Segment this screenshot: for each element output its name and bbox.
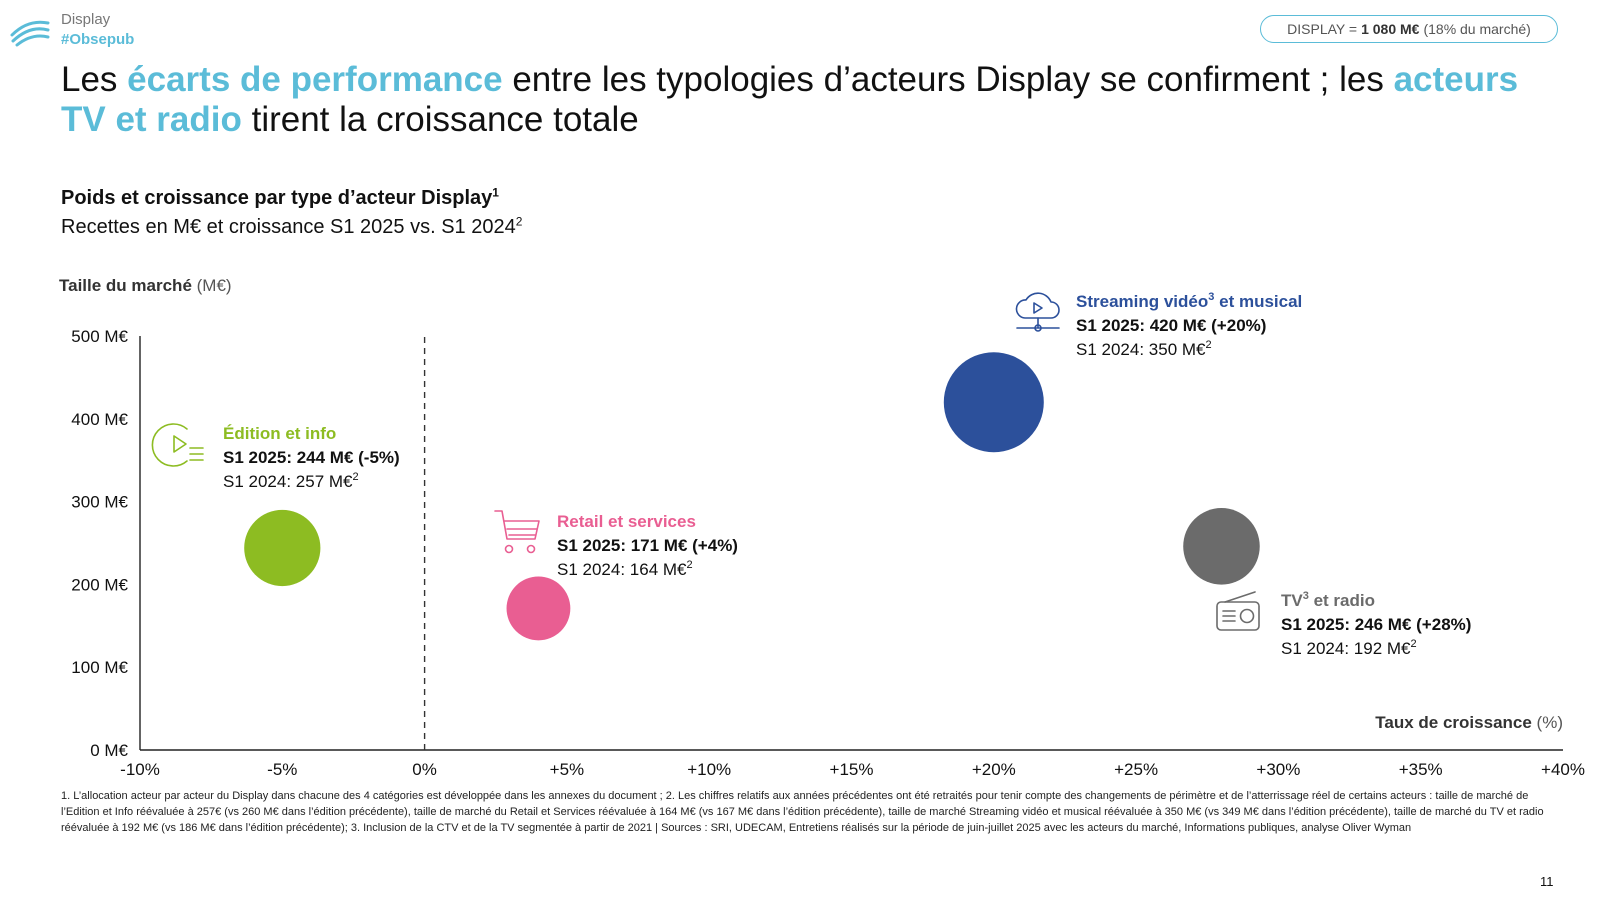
icon-stroke xyxy=(526,544,536,554)
y-tick-label: 0 M€ xyxy=(90,741,128,760)
x-tick-label: +15% xyxy=(830,760,874,779)
icon-stroke xyxy=(504,544,514,554)
series-value-2025: S1 2025: 244 M€ (-5%) xyxy=(223,448,400,467)
bubble xyxy=(1183,508,1260,585)
series-value-2024-text: S1 2024: 192 M€ xyxy=(1281,639,1411,658)
subtitle-line1-text: Poids et croissance par type d’acteur Di… xyxy=(61,187,493,209)
obsepub-logo xyxy=(10,20,50,47)
radio-icon xyxy=(1216,591,1260,631)
bubble xyxy=(244,509,321,587)
icon-stroke xyxy=(1016,317,1060,329)
series-value-2024: S1 2024: 164 M€2 xyxy=(557,559,693,579)
title-part-3: tirent la croissance totale xyxy=(241,100,639,139)
subtitle-line2-text: Recettes en M€ et croissance S1 2025 vs.… xyxy=(61,216,516,238)
series-name: TV3 et radio xyxy=(1281,590,1375,610)
series-value-2025: S1 2025: 171 M€ (+4%) xyxy=(557,536,738,555)
series-name-text: TV xyxy=(1281,591,1303,610)
icon-stroke xyxy=(151,423,188,467)
icon-stroke xyxy=(1239,608,1255,624)
series-value-2024: S1 2024: 350 M€2 xyxy=(1076,339,1212,359)
badge-suffix: (18% du marché) xyxy=(1423,21,1531,37)
title-highlight-2: acteurs TV et radio xyxy=(61,60,1519,139)
y-axis-label: Taille du marché (M€) xyxy=(59,276,232,295)
series-value-2024-text: S1 2024: 257 M€ xyxy=(223,472,353,491)
title-part-2: entre les typologies d’acteurs Display s… xyxy=(502,60,1394,99)
page-title: Les écarts de performance entre les typo… xyxy=(61,60,1551,140)
cloud-play-icon xyxy=(1015,292,1060,332)
series-value-2024: S1 2024: 257 M€2 xyxy=(223,471,359,491)
display-total-badge: DISPLAY = 1 080 M€ (18% du marché) xyxy=(1260,15,1558,43)
page-number: 11 xyxy=(1540,874,1554,889)
bubble xyxy=(943,352,1044,453)
icon-stroke xyxy=(506,528,538,536)
brand: Display #Obsepub xyxy=(61,10,134,50)
series-name-suffix: et radio xyxy=(1309,591,1375,610)
icon-stroke xyxy=(494,510,540,540)
icon-stroke xyxy=(189,447,204,461)
brand-display: Display xyxy=(61,11,111,28)
chart-subtitle-bold: Poids et croissance par type d’acteur Di… xyxy=(61,185,499,210)
x-tick-label: -5% xyxy=(267,760,297,779)
icon-stroke xyxy=(1033,302,1043,314)
series-name: Retail et services xyxy=(557,512,696,531)
x-tick-label: +5% xyxy=(550,760,585,779)
bubble xyxy=(506,576,571,641)
series-value-2024-sup: 2 xyxy=(1410,638,1416,650)
icon-stroke xyxy=(1222,610,1236,622)
badge-value: 1 080 M€ xyxy=(1361,21,1420,37)
series-value-2024-sup: 2 xyxy=(686,559,692,571)
x-axis-label: Taux de croissance (%) xyxy=(1375,713,1563,732)
chart-subtitle: Recettes en M€ et croissance S1 2025 vs.… xyxy=(61,214,523,239)
series-value-2024-sup: 2 xyxy=(352,471,358,483)
series-name: Streaming vidéo3 et musical xyxy=(1076,291,1302,311)
icon-stroke xyxy=(1224,591,1256,603)
y-tick-label: 500 M€ xyxy=(71,327,128,346)
title-part-1: Les xyxy=(61,60,128,99)
series-name: Édition et info xyxy=(223,424,336,443)
series-name-suffix: et musical xyxy=(1214,292,1302,311)
icon-stroke xyxy=(1216,601,1260,631)
series-name-text: Édition et info xyxy=(223,424,336,443)
series-value-2024-text: S1 2024: 350 M€ xyxy=(1076,340,1206,359)
series-value-2024-sup: 2 xyxy=(1205,339,1211,351)
series-value-2024: S1 2024: 192 M€2 xyxy=(1281,638,1417,658)
x-tick-label: 0% xyxy=(412,760,437,779)
video-list-icon xyxy=(151,423,204,467)
series-value-2024-text: S1 2024: 164 M€ xyxy=(557,560,687,579)
x-tick-label: -10% xyxy=(120,760,160,779)
x-tick-label: +35% xyxy=(1399,760,1443,779)
x-tick-label: +25% xyxy=(1114,760,1158,779)
y-axis-label-unit: (M€) xyxy=(192,276,232,295)
icon-stroke xyxy=(1034,324,1042,332)
x-axis-label-bold: Taux de croissance xyxy=(1375,713,1532,732)
shopping-cart-icon xyxy=(494,510,540,554)
x-tick-label: +10% xyxy=(687,760,731,779)
series-name-text: Retail et services xyxy=(557,512,696,531)
x-tick-label: +20% xyxy=(972,760,1016,779)
x-tick-label: +40% xyxy=(1541,760,1585,779)
subtitle-line2-sup: 2 xyxy=(515,214,523,229)
series-value-2025: S1 2025: 420 M€ (+20%) xyxy=(1076,316,1266,335)
icon-stroke xyxy=(1015,292,1060,319)
y-axis-label-bold: Taille du marché xyxy=(59,276,192,295)
y-tick-label: 300 M€ xyxy=(71,493,128,512)
x-axis-label-unit: (%) xyxy=(1532,713,1563,732)
title-highlight-1: écarts de performance xyxy=(127,60,503,99)
footnote: 1. L’allocation acteur par acteur du Dis… xyxy=(61,790,1544,834)
series-name-sup: 3 xyxy=(1303,590,1309,602)
series-value-2025: S1 2025: 246 M€ (+28%) xyxy=(1281,615,1471,634)
series-name-sup: 3 xyxy=(1208,291,1214,303)
icon-stroke xyxy=(173,435,187,453)
subtitle-line1-sup: 1 xyxy=(492,185,499,200)
y-tick-label: 200 M€ xyxy=(71,575,128,594)
y-tick-label: 100 M€ xyxy=(71,658,128,677)
badge-prefix: DISPLAY = xyxy=(1287,21,1358,37)
series-name-text: Streaming vidéo xyxy=(1076,292,1208,311)
brand-hashtag: #Obsepub xyxy=(61,31,135,48)
y-tick-label: 400 M€ xyxy=(71,410,128,429)
x-tick-label: +30% xyxy=(1256,760,1300,779)
